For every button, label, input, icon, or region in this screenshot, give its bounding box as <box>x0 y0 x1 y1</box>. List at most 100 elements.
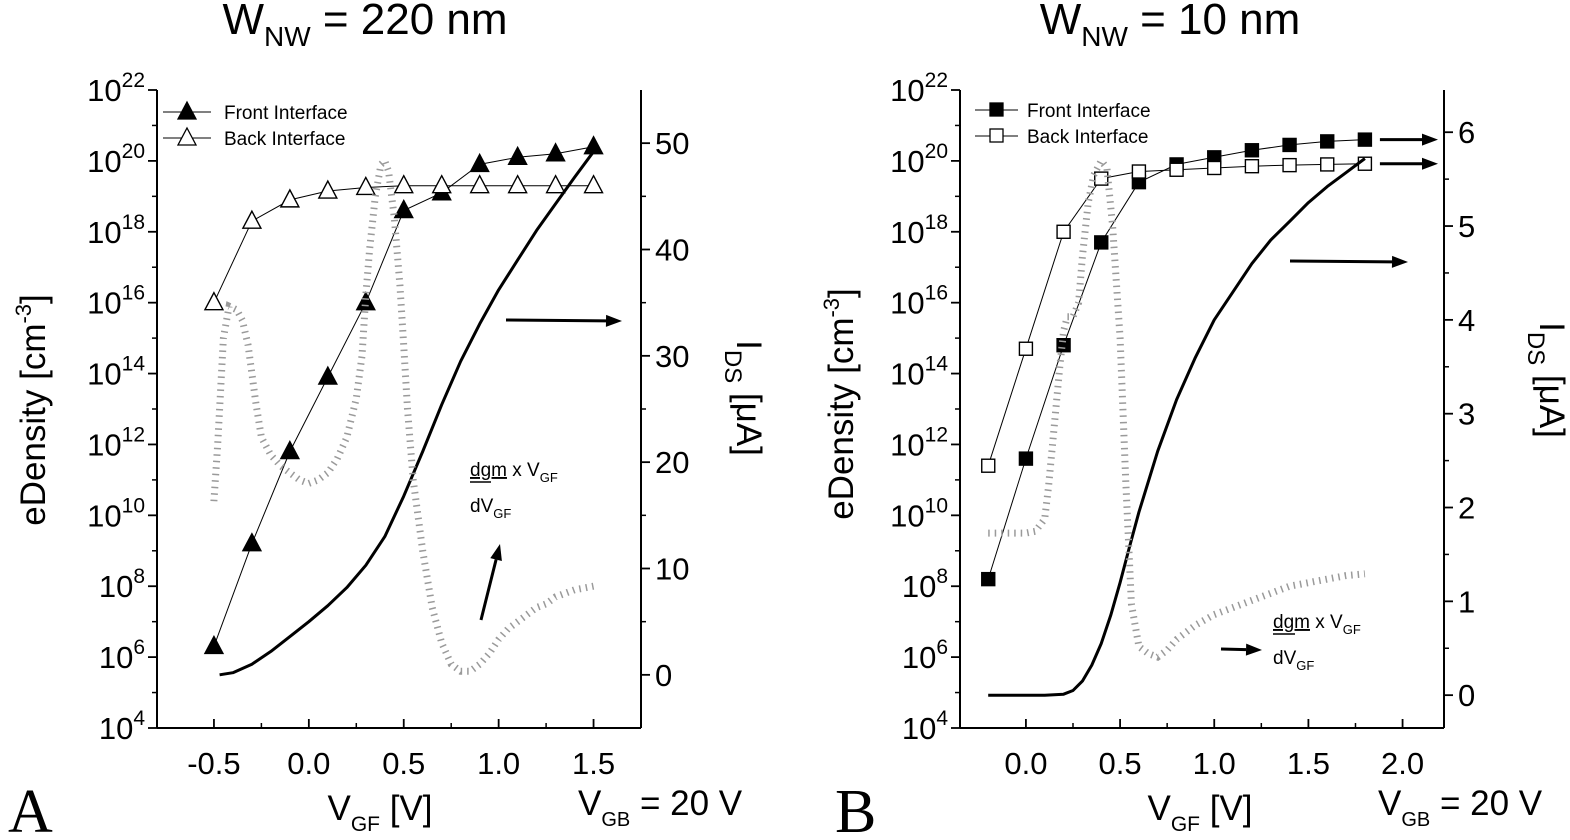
panel-a-vgb-label: VGB = 20 V <box>578 784 743 831</box>
axes-frame: 0.0 0.5 1.0 1.5 2.01041061081010101210141016… <box>890 69 1475 781</box>
y-tick-label: 1018 <box>890 211 948 250</box>
panel-b-y2label: IDS [μA] <box>1522 322 1570 438</box>
arrow-to-right-axis-head <box>605 314 622 327</box>
panel-b-xlabel: VGF [V] <box>1147 789 1252 836</box>
legend-open-square-marker <box>989 128 1004 143</box>
front-interface-marker <box>1282 137 1297 153</box>
back-interface-marker <box>1056 224 1071 239</box>
arrow-to-right-axis <box>505 318 607 323</box>
y2-tick-label: 50 <box>655 126 689 161</box>
back-interface-marker <box>469 174 490 194</box>
arrow-annotation <box>1220 647 1247 652</box>
back-interface-marker <box>203 291 225 311</box>
y-tick-label: 1020 <box>87 140 145 179</box>
panel-a-legend: Front Interface Back Interface <box>163 100 348 150</box>
front-interface-marker <box>545 142 566 162</box>
arrow-ids-to-right-axis <box>1289 259 1393 264</box>
front-interface-marker <box>1056 338 1071 353</box>
back-interface-marker <box>1320 157 1335 172</box>
y2-tick-label: 5 <box>1458 209 1475 244</box>
back-interface-marker <box>279 188 301 208</box>
panel-a-label: A <box>8 778 53 840</box>
x-tick-label: 1.0 <box>1193 746 1236 781</box>
y-tick-label: 1010 <box>890 494 948 533</box>
x-tick-label: 1.5 <box>572 746 615 781</box>
y-tick-label: 1012 <box>87 423 145 462</box>
arrow-ids-to-right-axis-head <box>1391 255 1408 268</box>
front-interface-marker <box>203 634 225 655</box>
panel-a-annotation: dgm x VGF dVGF <box>470 460 558 521</box>
panel-a: WNW = 220 nm eDensity [cm-3] IDS [μA] VG… <box>8 0 768 840</box>
svg-text:dgm x VGF: dgm x VGF <box>1273 612 1361 637</box>
back-interface-marker <box>583 174 604 194</box>
y-tick-label: 1010 <box>87 494 145 533</box>
panel-a-xlabel: VGF [V] <box>327 789 432 836</box>
derivative-curve <box>210 154 595 675</box>
y2-tick-label: 6 <box>1458 115 1475 150</box>
front-interface-marker <box>355 291 376 311</box>
y2-tick-label: 1 <box>1458 584 1475 619</box>
x-tick-label: -0.5 <box>187 746 240 781</box>
front-interface-marker <box>241 532 263 552</box>
svg-text:dVGF: dVGF <box>1273 648 1314 673</box>
y-tick-label: 1022 <box>890 69 948 108</box>
axes-frame: -0.5 0.0 0.5 1.0 1.5104106108101010121014101… <box>87 69 689 781</box>
back-interface-marker <box>1131 164 1147 179</box>
svg-text:dVGF: dVGF <box>470 496 511 521</box>
y-tick-label: 1016 <box>87 282 145 321</box>
front-interface-marker <box>279 440 301 460</box>
derivative-curve <box>988 154 1366 662</box>
legend-filled-square-marker <box>989 102 1004 117</box>
front-interface-marker <box>1244 143 1260 158</box>
legend-filled-triangle-marker <box>176 100 198 120</box>
back-interface-marker <box>981 458 996 473</box>
front-interface-marker <box>1094 235 1109 250</box>
y2-tick-label: 0 <box>655 658 672 693</box>
panel-b-annotation: dgm x VGF dVGF <box>1273 612 1361 673</box>
back-interface-marker <box>241 209 263 229</box>
front-interface-marker <box>1018 451 1034 466</box>
front-interface-marker <box>393 199 414 219</box>
y2-tick-label: 3 <box>1458 397 1475 432</box>
y-tick-label: 1016 <box>890 282 948 321</box>
panel-b-ylabel: eDensity [cm-3] <box>819 288 861 520</box>
front-interface-marker <box>981 571 996 587</box>
back-interface-marker <box>1244 159 1260 174</box>
x-tick-label: 0.0 <box>1004 746 1047 781</box>
y2-tick-label: 40 <box>655 233 689 268</box>
y2-tick-label: 2 <box>1458 491 1475 526</box>
legend-front-interface: Front Interface <box>1027 101 1151 122</box>
x-tick-label: 2.0 <box>1381 746 1424 781</box>
series-line <box>987 139 1365 580</box>
y-tick-label: 104 <box>902 707 948 746</box>
back-interface-marker <box>1018 341 1034 356</box>
legend-open-triangle-marker <box>176 126 198 146</box>
panel-b-vgb-label: VGB = 20 V <box>1378 784 1543 831</box>
back-interface-marker <box>355 175 376 196</box>
y2-tick-label: 0 <box>1458 678 1475 713</box>
arrow-to-derivative <box>479 559 498 621</box>
back-interface-marker <box>431 174 452 194</box>
x-tick-label: 1.5 <box>1287 746 1330 781</box>
front-interface-marker <box>1357 132 1373 147</box>
y-tick-label: 1012 <box>890 423 948 462</box>
y-tick-label: 108 <box>99 565 145 604</box>
arrow-front-to-right-axis-head <box>1422 133 1438 146</box>
x-tick-label: 1.0 <box>477 746 520 781</box>
back-interface-marker <box>545 174 566 194</box>
svg-text:dgm x VGF: dgm x VGF <box>470 460 558 485</box>
back-interface-marker <box>1282 157 1297 173</box>
panel-b-legend: Front Interface Back Interface <box>975 101 1151 148</box>
y-tick-label: 1014 <box>890 353 948 392</box>
y2-tick-label: 10 <box>655 552 689 587</box>
x-tick-label: 0.5 <box>382 746 425 781</box>
y2-tick-label: 4 <box>1458 303 1475 338</box>
arrow-back-to-right-axis-head <box>1422 157 1438 170</box>
back-interface-marker <box>1094 171 1109 186</box>
y-tick-label: 1018 <box>87 211 145 250</box>
y-tick-label: 108 <box>902 565 948 604</box>
arrow-to-derivative-head <box>490 544 502 561</box>
front-interface-marker <box>469 152 490 173</box>
back-interface-marker <box>507 174 528 194</box>
